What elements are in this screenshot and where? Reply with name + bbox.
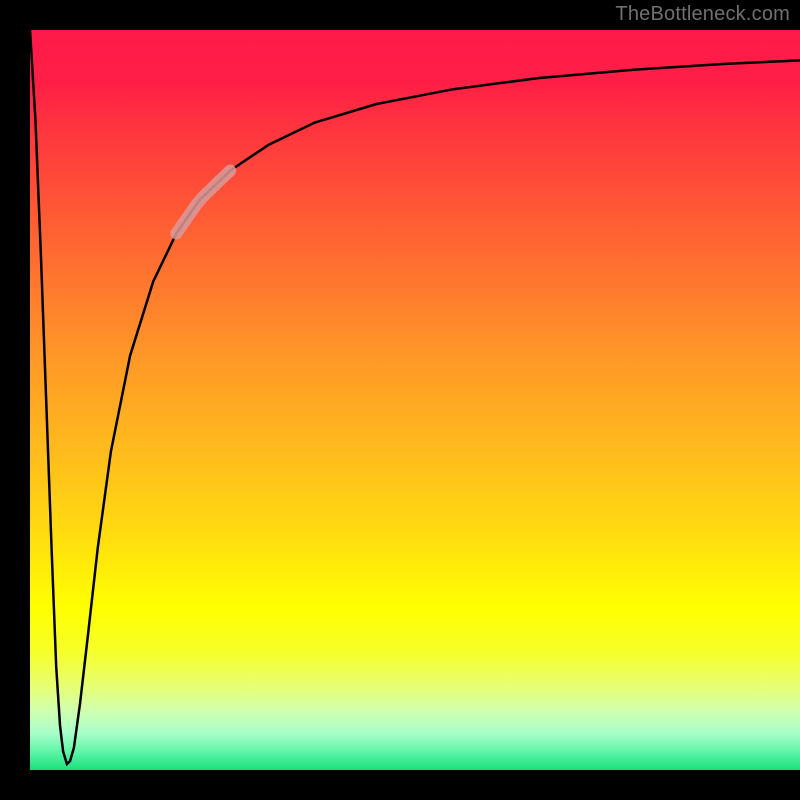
highlight-segment (176, 171, 230, 234)
curve-layer (30, 30, 800, 770)
plot-area (30, 30, 800, 770)
bottleneck-curve (30, 30, 800, 764)
chart-container: TheBottleneck.com (0, 0, 800, 800)
watermark-text: TheBottleneck.com (615, 3, 790, 26)
